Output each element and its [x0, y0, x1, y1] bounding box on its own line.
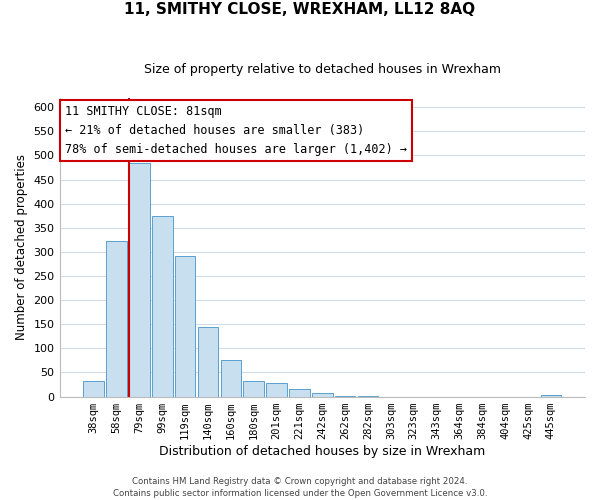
Bar [198, 327, 218, 396]
Bar [106, 242, 127, 396]
Bar [221, 360, 241, 396]
Bar [541, 395, 561, 396]
Bar [289, 389, 310, 396]
Y-axis label: Number of detached properties: Number of detached properties [15, 154, 28, 340]
X-axis label: Distribution of detached houses by size in Wrexham: Distribution of detached houses by size … [159, 444, 485, 458]
Bar [83, 381, 104, 396]
Text: 11, SMITHY CLOSE, WREXHAM, LL12 8AQ: 11, SMITHY CLOSE, WREXHAM, LL12 8AQ [124, 2, 476, 18]
Text: 11 SMITHY CLOSE: 81sqm
← 21% of detached houses are smaller (383)
78% of semi-de: 11 SMITHY CLOSE: 81sqm ← 21% of detached… [65, 105, 407, 156]
Text: Contains HM Land Registry data © Crown copyright and database right 2024.
Contai: Contains HM Land Registry data © Crown c… [113, 476, 487, 498]
Bar [175, 256, 196, 396]
Bar [152, 216, 173, 396]
Title: Size of property relative to detached houses in Wrexham: Size of property relative to detached ho… [144, 62, 501, 76]
Bar [129, 163, 150, 396]
Bar [244, 381, 264, 396]
Bar [266, 382, 287, 396]
Bar [312, 393, 332, 396]
